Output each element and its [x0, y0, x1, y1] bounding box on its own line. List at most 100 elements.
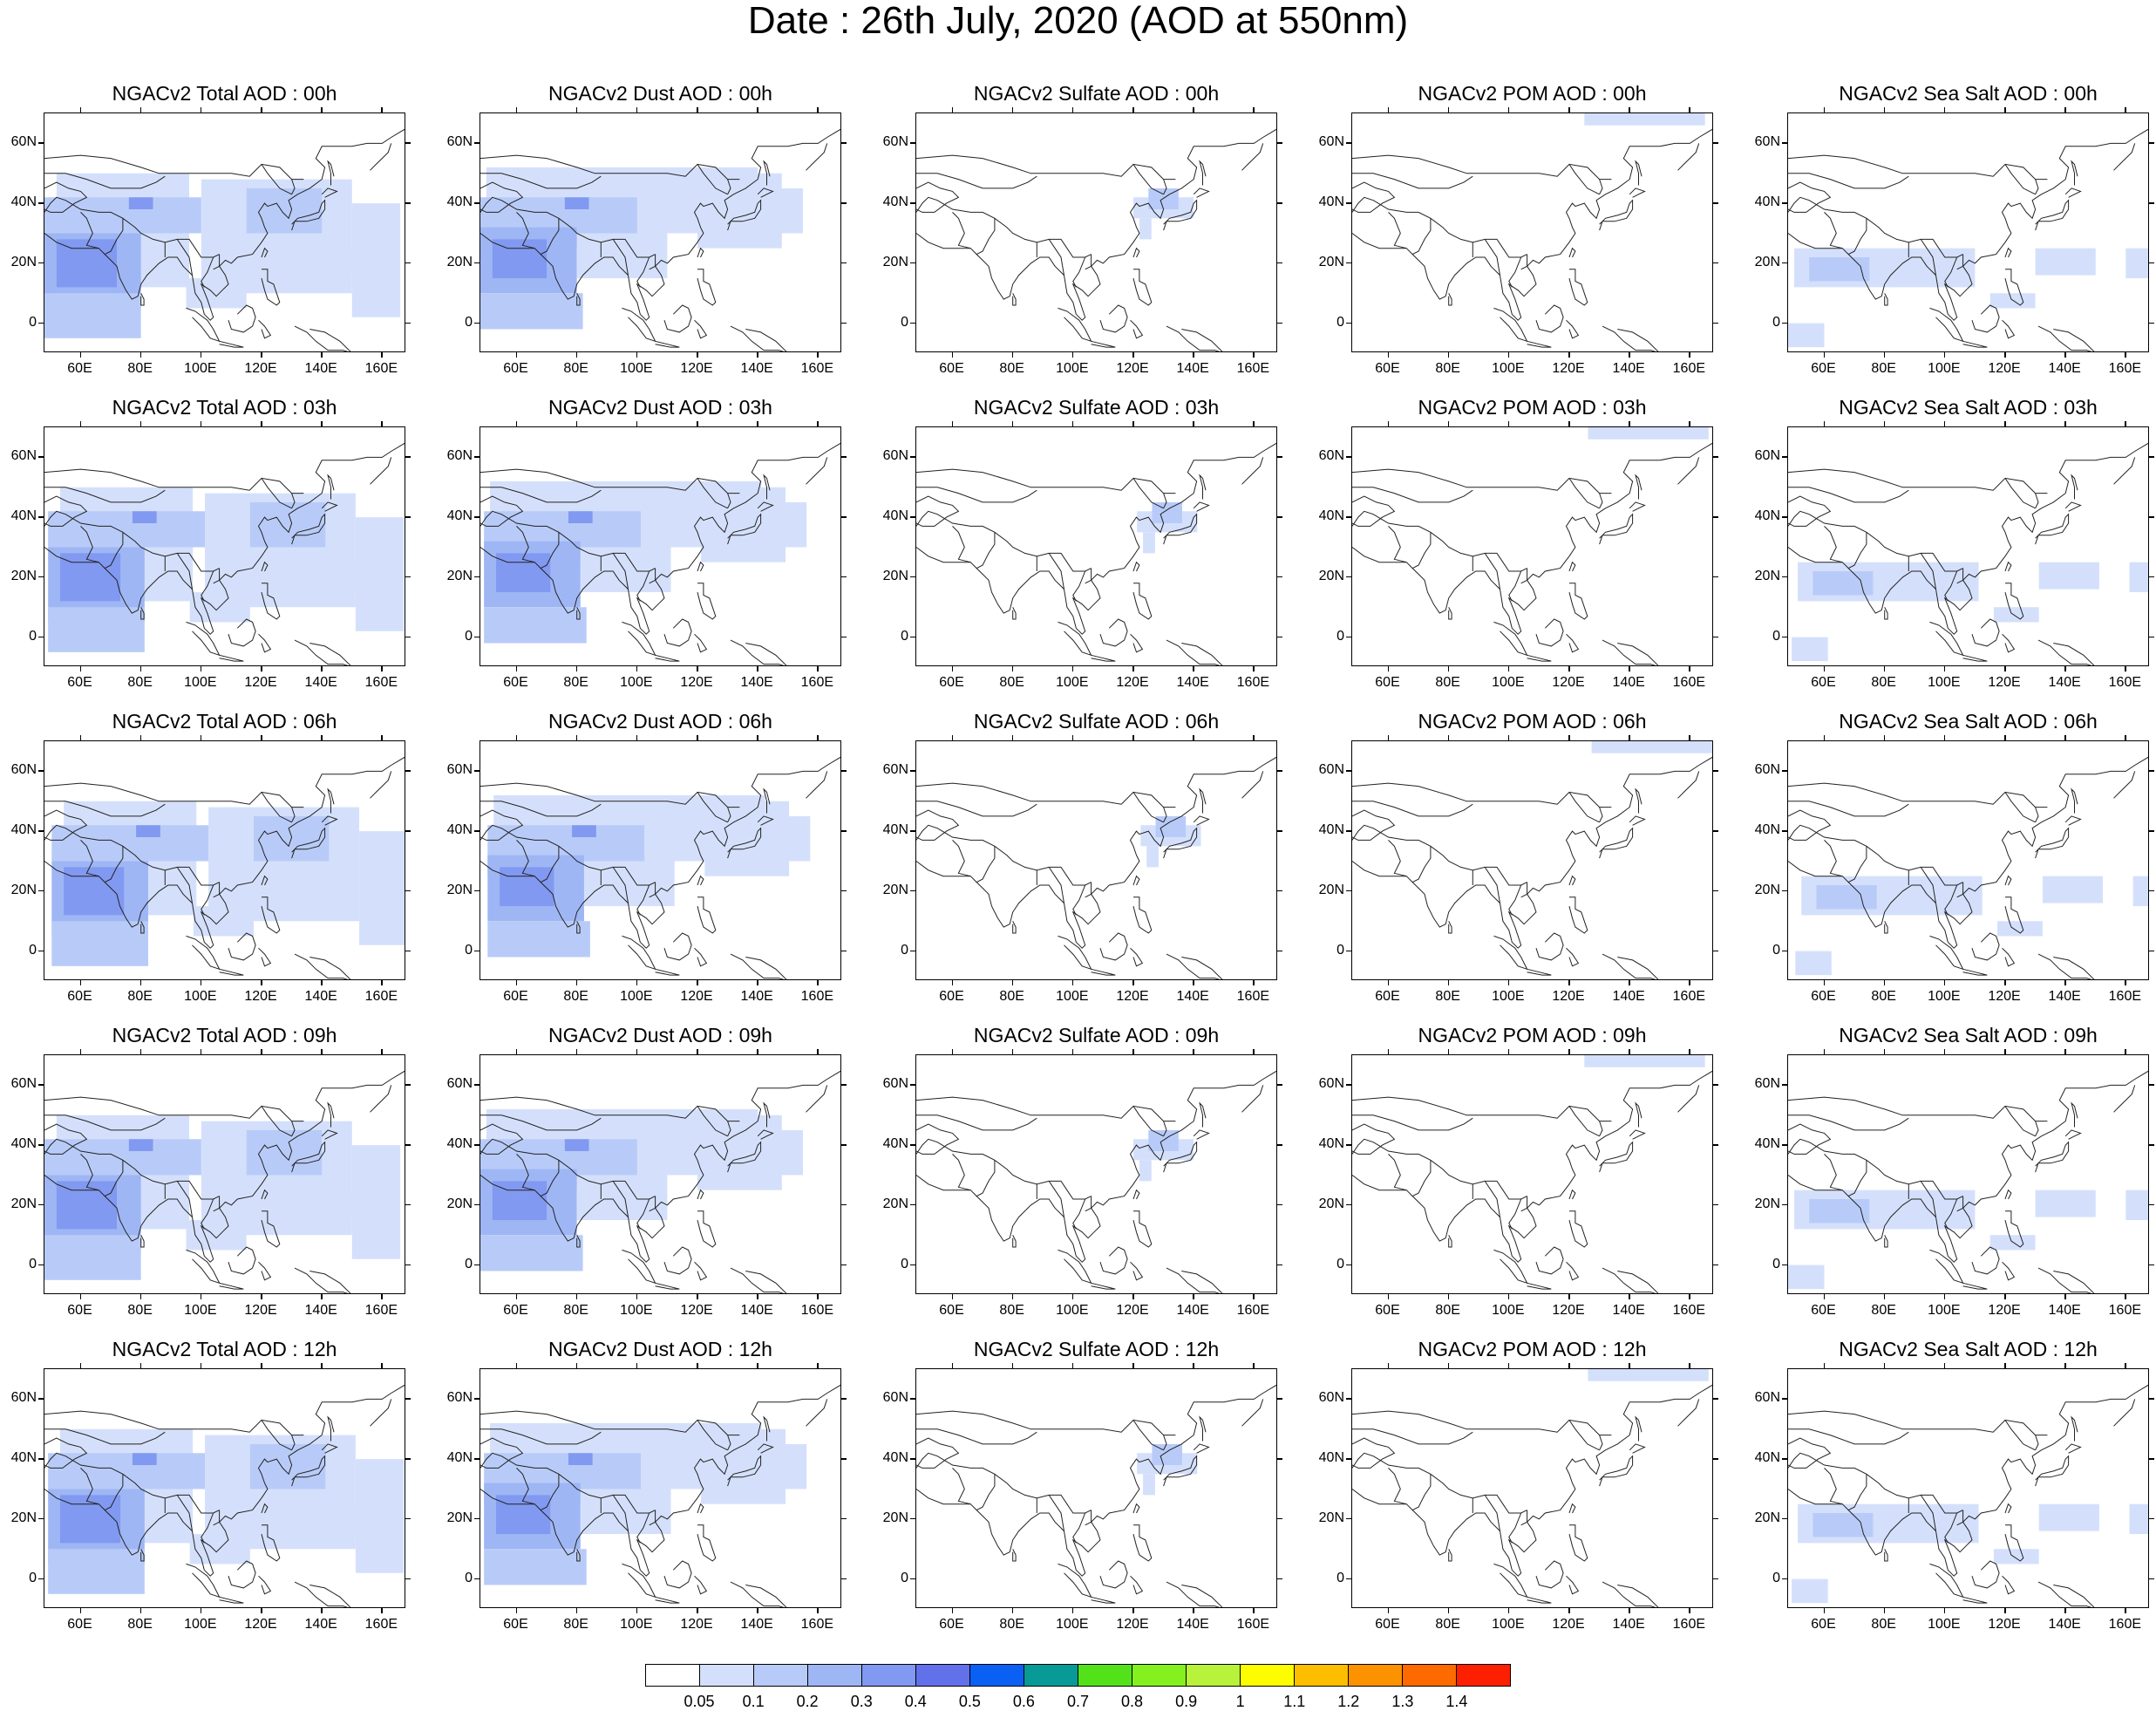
coastline — [1352, 1115, 1473, 1131]
aod-cell — [291, 1190, 352, 1221]
coastline — [1352, 1123, 1396, 1155]
x-tick — [1193, 1294, 1194, 1299]
x-tick-label: 80E — [1871, 1617, 1896, 1632]
x-tick-label: 60E — [1811, 675, 1836, 690]
y-tick — [1782, 1398, 1787, 1400]
x-tick — [1883, 1049, 1886, 1054]
coastline — [1971, 304, 2000, 333]
y-tick — [38, 950, 44, 952]
coastline — [1493, 1249, 1528, 1285]
x-tick — [1943, 1608, 1946, 1613]
y-tick — [1277, 1203, 1282, 1206]
coastline — [1788, 181, 1832, 213]
map-panel-pom-2 — [1351, 740, 1713, 980]
colorbar-label: 0.2 — [796, 1693, 819, 1710]
coastline — [1241, 1399, 1264, 1427]
y-tick — [841, 830, 847, 832]
x-tick — [1193, 352, 1194, 358]
coastline — [258, 947, 272, 967]
coastline — [1956, 1196, 1964, 1212]
coastline — [219, 340, 244, 348]
coastline — [2004, 896, 2024, 934]
y-tick — [1277, 1264, 1282, 1266]
x-tick — [1011, 107, 1014, 112]
coastline — [1448, 1235, 1452, 1248]
x-tick — [1253, 666, 1255, 671]
colorbar-box — [862, 1665, 916, 1686]
y-tick — [910, 830, 915, 832]
x-tick — [1132, 352, 1134, 358]
x-tick-label: 140E — [1176, 989, 1209, 1004]
x-tick — [321, 107, 323, 112]
x-tick-label: 160E — [364, 1617, 398, 1632]
y-tick — [474, 1144, 479, 1146]
x-tick — [636, 1363, 638, 1368]
x-tick — [575, 421, 578, 426]
y-tick-label: 0 — [901, 1256, 908, 1271]
x-tick — [817, 1049, 819, 1054]
coastline — [727, 827, 762, 859]
coastline — [219, 968, 244, 976]
coastline — [1448, 1549, 1452, 1562]
x-tick — [2004, 980, 2006, 985]
y-tick — [1782, 1203, 1787, 1206]
y-tick — [38, 576, 44, 578]
x-tick — [515, 421, 517, 426]
aod-cell — [1813, 571, 1874, 596]
coastline — [261, 1524, 281, 1562]
coastline — [976, 846, 996, 883]
x-tick-label: 140E — [1612, 1303, 1645, 1318]
coastline — [1091, 1282, 1116, 1290]
x-tick-label: 100E — [620, 989, 653, 1004]
coastline — [727, 179, 731, 195]
coastline — [612, 1181, 629, 1217]
coastline — [2064, 187, 2082, 198]
coastline — [1535, 932, 1564, 961]
coastline — [1099, 618, 1128, 647]
x-tick — [951, 352, 953, 358]
x-tick — [1507, 1294, 1510, 1299]
coastline — [1058, 621, 1092, 657]
coastline — [516, 840, 535, 877]
y-tick — [38, 202, 44, 204]
x-tick-label: 140E — [1612, 675, 1645, 690]
y-tick — [910, 636, 915, 638]
coastline — [480, 495, 524, 527]
x-tick — [575, 666, 578, 671]
x-tick — [1253, 107, 1255, 112]
aod-cell — [1152, 501, 1183, 523]
coastline — [516, 1154, 535, 1191]
x-tick — [1823, 421, 1825, 426]
x-tick-label: 160E — [1236, 361, 1270, 376]
x-tick-label: 120E — [1116, 675, 1149, 690]
coastline — [806, 1085, 828, 1113]
y-tick — [1713, 1578, 1718, 1580]
coastline — [2113, 771, 2136, 799]
coastline — [1352, 1096, 1612, 1122]
x-tick-label: 160E — [2108, 361, 2142, 376]
coastline — [2004, 1210, 2024, 1248]
coastline — [44, 128, 405, 321]
map-panel-sulfate-1 — [915, 426, 1277, 666]
aod-cell — [779, 815, 811, 862]
y-tick — [1346, 890, 1351, 892]
aod-cell — [1792, 637, 1828, 662]
coastline — [1352, 782, 1612, 808]
y-tick — [474, 950, 479, 952]
x-tick — [515, 1049, 517, 1054]
x-tick — [1689, 1608, 1690, 1613]
y-tick — [1346, 950, 1351, 952]
x-tick — [1883, 107, 1886, 112]
x-tick — [1629, 352, 1630, 358]
y-tick — [841, 576, 847, 578]
x-tick-label: 140E — [740, 989, 773, 1004]
coastline — [186, 307, 221, 343]
x-tick — [515, 980, 517, 985]
x-tick-label: 100E — [1928, 989, 1961, 1004]
y-tick — [1713, 770, 1718, 772]
map-plot — [480, 1384, 840, 1607]
y-tick — [474, 1458, 479, 1460]
x-tick — [817, 107, 819, 112]
coastline — [1091, 1596, 1116, 1604]
coastline — [1847, 1160, 1867, 1197]
